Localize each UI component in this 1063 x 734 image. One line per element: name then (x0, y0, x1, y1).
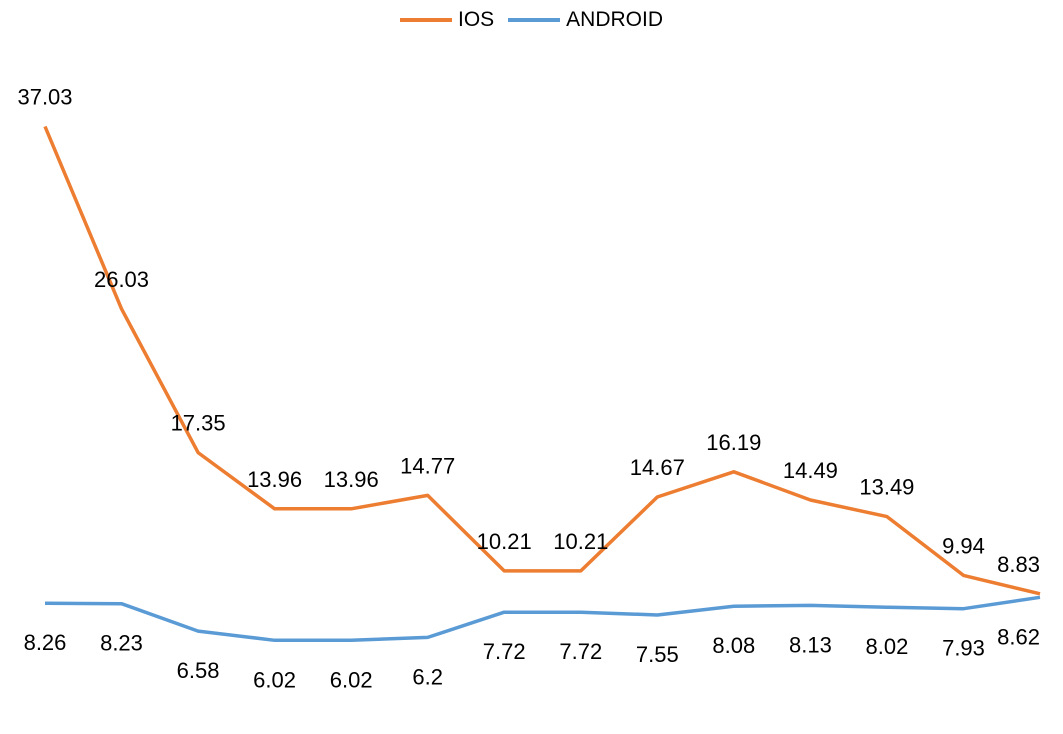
data-label-android: 8.23 (100, 631, 143, 656)
data-label-ios: 9.94 (942, 533, 985, 558)
data-label-ios: 16.19 (706, 430, 761, 455)
data-label-ios: 13.96 (247, 467, 302, 492)
data-label-android: 8.13 (789, 632, 832, 657)
data-label-ios: 10.21 (553, 529, 608, 554)
data-label-ios: 14.67 (630, 455, 685, 480)
data-label-ios: 14.77 (400, 453, 455, 478)
data-label-ios: 8.83 (997, 552, 1040, 577)
data-label-android: 7.55 (636, 642, 679, 667)
legend-swatch-ios (399, 18, 452, 22)
data-label-android: 8.26 (24, 630, 67, 655)
data-label-ios: 14.49 (783, 458, 838, 483)
data-label-ios: 37.03 (17, 85, 72, 110)
data-label-ios: 10.21 (477, 529, 532, 554)
data-label-android: 8.02 (865, 634, 908, 659)
data-label-android: 6.02 (253, 667, 296, 692)
data-label-android: 7.72 (559, 639, 602, 664)
data-label-android: 7.72 (483, 639, 526, 664)
data-label-android: 7.93 (942, 636, 985, 661)
legend-item-android: ANDROID (508, 8, 663, 32)
series-line-android (44, 595, 1041, 643)
data-label-android: 6.02 (330, 667, 373, 692)
data-label-android: 8.62 (997, 624, 1040, 649)
data-label-android: 6.2 (412, 664, 443, 689)
data-label-ios: 26.03 (94, 267, 149, 292)
legend-swatch-android (508, 18, 561, 22)
data-label-ios: 13.96 (324, 467, 379, 492)
chart-legend: IOS ANDROID (0, 8, 1063, 32)
data-label-ios: 17.35 (171, 411, 226, 436)
legend-label-android: ANDROID (566, 8, 664, 31)
legend-item-ios: IOS (399, 8, 495, 32)
data-label-android: 8.08 (712, 633, 755, 658)
series-line-ios (43, 125, 1041, 596)
legend-label-ios: IOS (457, 8, 495, 31)
data-label-android: 6.58 (177, 658, 220, 683)
data-label-ios: 13.49 (859, 475, 914, 500)
